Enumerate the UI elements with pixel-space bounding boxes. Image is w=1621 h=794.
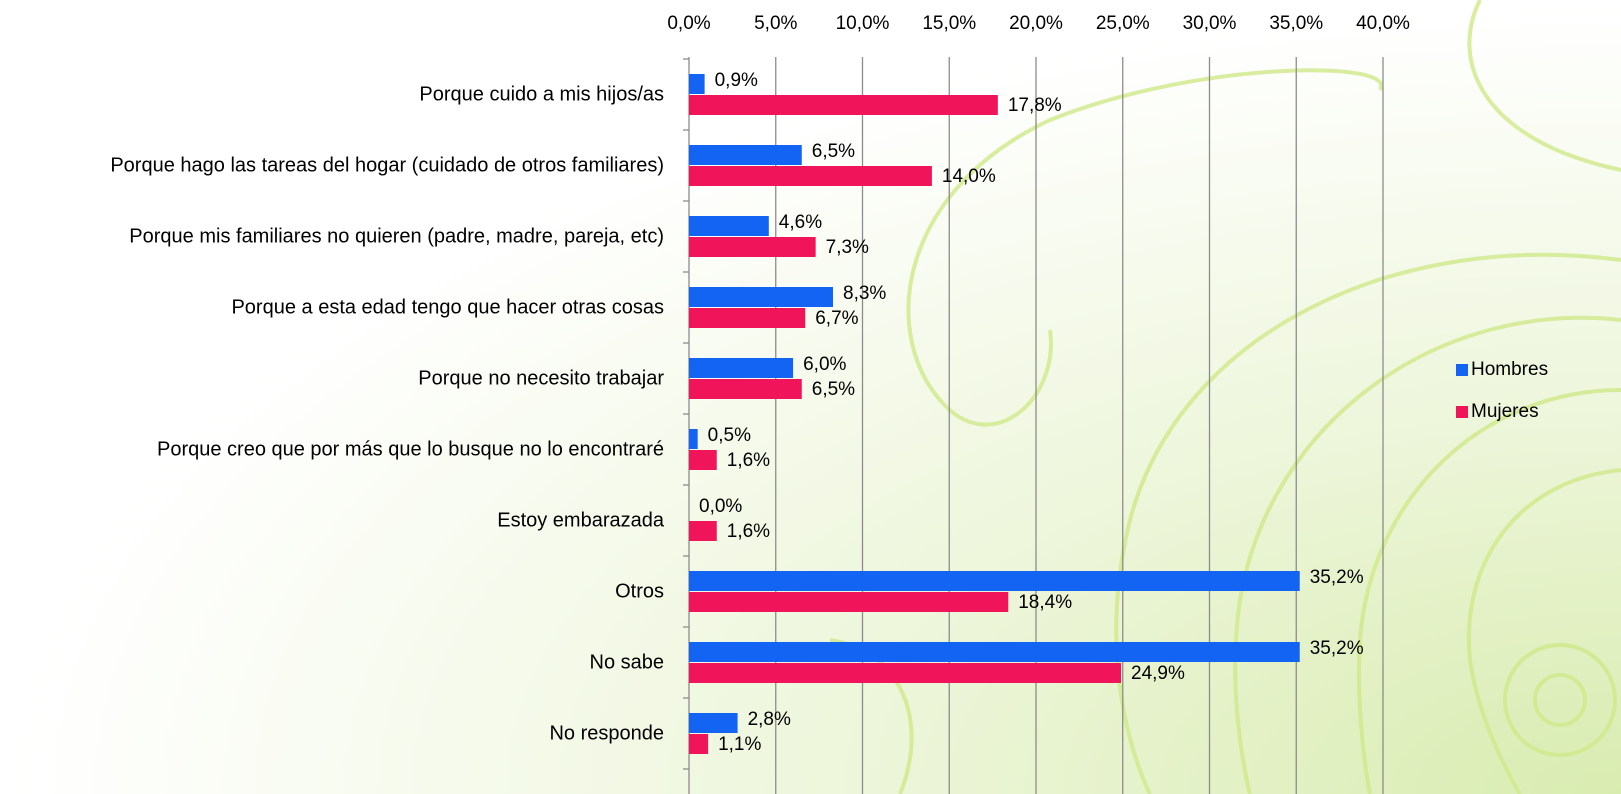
bar	[689, 734, 708, 754]
value-label: 6,0%	[803, 354, 846, 375]
bar	[689, 521, 717, 541]
value-label: 0,0%	[699, 496, 742, 517]
x-tick-label: 15,0%	[922, 13, 976, 34]
value-label: 18,4%	[1018, 592, 1072, 613]
category-label: Porque cuido a mis hijos/as	[419, 83, 664, 106]
bar	[689, 74, 705, 94]
bar	[689, 308, 805, 328]
value-label: 7,3%	[826, 237, 869, 258]
bar	[689, 237, 816, 257]
value-label: 35,2%	[1310, 567, 1364, 588]
category-label: Estoy embarazada	[497, 509, 664, 532]
value-label: 24,9%	[1131, 663, 1185, 684]
legend-swatch	[1456, 364, 1468, 376]
category-label: Porque creo que por más que lo busque no…	[157, 438, 664, 461]
x-tick-label: 20,0%	[1009, 13, 1063, 34]
x-tick-label: 40,0%	[1356, 13, 1410, 34]
bar	[689, 216, 769, 236]
value-label: 0,5%	[708, 425, 751, 446]
legend-label: Mujeres	[1471, 401, 1539, 422]
category-label: No sabe	[590, 651, 665, 674]
value-label: 14,0%	[942, 166, 996, 187]
bar	[689, 642, 1300, 662]
bar	[689, 592, 1008, 612]
value-label: 6,5%	[812, 379, 855, 400]
legend-label: Hombres	[1471, 359, 1548, 380]
category-label: Otros	[615, 580, 664, 603]
bar	[689, 358, 793, 378]
value-label: 1,1%	[718, 734, 761, 755]
value-label: 2,8%	[748, 709, 791, 730]
bar	[689, 95, 998, 115]
value-label: 1,6%	[727, 521, 770, 542]
bar	[689, 379, 802, 399]
bar	[689, 663, 1121, 683]
bar	[689, 166, 932, 186]
value-label: 6,5%	[812, 141, 855, 162]
legend-swatch	[1456, 406, 1468, 418]
value-label: 35,2%	[1310, 638, 1364, 659]
category-label: Porque hago las tareas del hogar (cuidad…	[110, 154, 664, 177]
value-label: 17,8%	[1008, 95, 1062, 116]
value-label: 4,6%	[779, 212, 822, 233]
value-label: 8,3%	[843, 283, 886, 304]
x-tick-label: 5,0%	[754, 13, 797, 34]
bar	[689, 571, 1300, 591]
category-label: No responde	[549, 722, 664, 745]
category-label: Porque mis familiares no quieren (padre,…	[129, 225, 664, 248]
bar	[689, 429, 698, 449]
bar	[689, 713, 738, 733]
x-tick-label: 30,0%	[1183, 13, 1237, 34]
value-label: 0,9%	[715, 70, 758, 91]
x-tick-label: 10,0%	[836, 13, 890, 34]
chart: 0,0% 5,0% 10,0% 15,0% 20,0% 25,0% 30,0% 35,0% 40…	[0, 0, 1621, 794]
category-label: Porque no necesito trabajar	[418, 367, 664, 390]
x-tick-label: 25,0%	[1096, 13, 1150, 34]
bar	[689, 450, 717, 470]
bar	[689, 145, 802, 165]
x-tick-label: 35,0%	[1269, 13, 1323, 34]
value-label: 1,6%	[727, 450, 770, 471]
category-label: Porque a esta edad tengo que hacer otras…	[231, 296, 664, 319]
chart-page: 0,0% 5,0% 10,0% 15,0% 20,0% 25,0% 30,0% 35,0% 40…	[0, 0, 1621, 794]
x-tick-label: 0,0%	[667, 13, 710, 34]
value-label: 6,7%	[815, 308, 858, 329]
bar	[689, 287, 833, 307]
